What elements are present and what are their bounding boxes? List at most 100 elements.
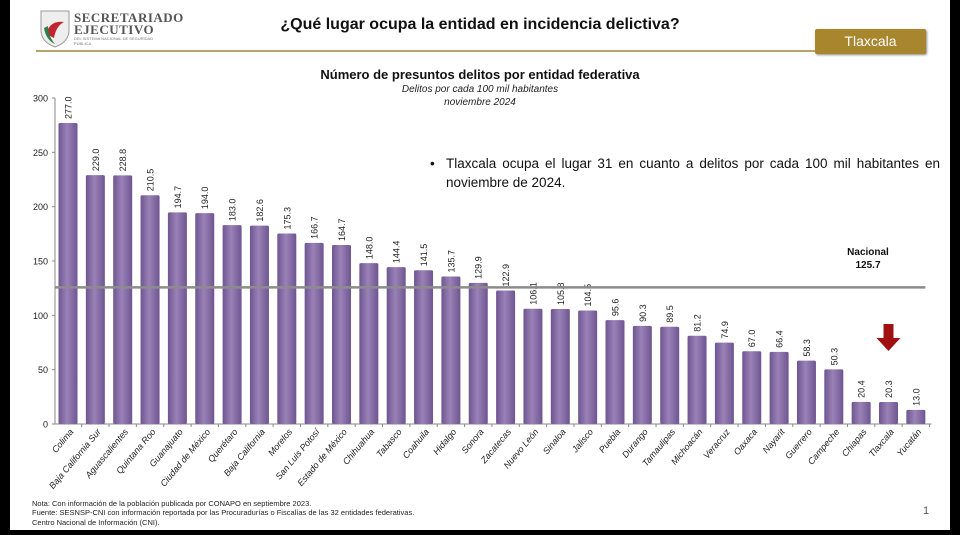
data-label: 210.5 (146, 169, 156, 192)
y-tick-label: 200 (33, 202, 48, 212)
highlight-arrow-icon (876, 323, 901, 351)
bar-Jalisco (578, 310, 598, 424)
category-label: Oaxaca (732, 427, 760, 457)
bar-Zacatecas (496, 290, 516, 424)
logo: SECRETARIADO EJECUTIVO DEL SISTEMA NACIO… (38, 8, 188, 48)
data-label: 175.3 (282, 207, 292, 230)
data-label: 183.0 (228, 199, 238, 222)
bar-Estado de México (332, 245, 351, 424)
data-label: 50.3 (829, 348, 839, 366)
category-label: Colima (50, 427, 76, 455)
bar-Yucatán (906, 409, 926, 424)
data-label: 194.7 (173, 186, 183, 209)
category-label: Chiapas (840, 426, 869, 458)
bar-Aguascalientes (113, 175, 133, 424)
category-label: Hidalgo (431, 427, 458, 457)
category-label: Ciudad de México (158, 427, 212, 489)
bar-Ciudad de México (195, 213, 215, 424)
data-label: 144.4 (392, 241, 402, 264)
data-label: 67.0 (747, 330, 757, 348)
bar-Hidalgo (441, 276, 461, 424)
bar-Nayarit (769, 351, 789, 424)
data-label: 90.3 (638, 304, 648, 322)
bar-Nuevo León (523, 308, 543, 424)
data-label: 194.0 (200, 187, 210, 210)
page-title: ¿Qué lugar ocupa la entidad en incidenci… (280, 16, 680, 33)
y-tick-label: 250 (33, 148, 48, 158)
bar-Durango (632, 325, 652, 424)
data-label: 135.7 (446, 250, 456, 273)
category-label: Sinaloa (541, 427, 568, 456)
chart-title: Número de presuntos delitos por entidad … (320, 67, 640, 82)
bar-Coahuila (414, 270, 434, 424)
bar-Michoacán (687, 335, 707, 424)
source-text: Fuente: SESNSP-CNI con información repor… (32, 508, 415, 517)
note-text: Nota: Con información de la población pu… (32, 499, 312, 508)
data-label: 66.4 (775, 330, 785, 348)
data-label: 141.5 (419, 244, 429, 267)
reference-line-label: Nacional (847, 247, 889, 258)
y-tick-label: 150 (33, 257, 48, 267)
bar-Campeche (824, 369, 844, 424)
data-label: 277.0 (64, 96, 74, 119)
category-label: Nayarit (761, 426, 787, 455)
category-label: Tlaxcala (867, 427, 896, 459)
callout-text: Tlaxcala ocupa el lugar 31 en cuanto a d… (430, 154, 940, 192)
data-label: 122.9 (501, 264, 511, 287)
bar-Guanajuato (167, 212, 187, 424)
data-label: 20.3 (884, 380, 894, 398)
data-label: 129.9 (474, 256, 484, 279)
data-label: 182.6 (255, 199, 265, 222)
category-label: Jalisco (569, 427, 595, 455)
reference-line-value: 125.7 (855, 260, 880, 271)
bar-Quintana Roo (140, 195, 160, 424)
bar-Colima (58, 122, 78, 424)
bar-Querétaro (222, 225, 242, 424)
bar-Chiapas (851, 401, 871, 424)
bar-Baja California (249, 225, 269, 424)
credit-text: Centro Nacional de Información (CNI). (32, 518, 160, 527)
slide: SECRETARIADO EJECUTIVO DEL SISTEMA NACIO… (10, 0, 950, 530)
data-label: 58.3 (802, 339, 812, 357)
entity-badge: Tlaxcala (815, 29, 926, 54)
bar-Baja California Sur (85, 175, 105, 424)
bar-Sonora (468, 282, 488, 424)
data-label: 89.5 (665, 305, 675, 323)
page-number: 1 (923, 505, 930, 517)
data-label: 164.7 (337, 218, 347, 241)
bar-Tabasco (386, 267, 406, 424)
data-label: 95.6 (611, 299, 621, 317)
data-label: 229.0 (91, 149, 101, 172)
bar-Tlaxcala (879, 401, 898, 424)
data-label: 228.8 (118, 149, 128, 172)
category-label: Puebla (597, 427, 623, 455)
bar-Sinaloa (550, 309, 570, 424)
category-label: Yucatán (895, 427, 924, 458)
data-label: 81.2 (693, 314, 703, 332)
chart-subtitle: Delitos por cada 100 mil habitantes (401, 84, 559, 95)
data-label: 13.0 (911, 388, 921, 406)
data-label: 105.8 (556, 282, 566, 305)
data-label: 20.4 (857, 380, 867, 398)
bar-Oaxaca (742, 351, 762, 424)
category-label: Veracruz (701, 426, 732, 460)
data-label: 166.7 (310, 216, 320, 239)
bar-Chihuahua (359, 263, 379, 424)
y-tick-label: 0 (43, 420, 48, 430)
bar-Puebla (605, 320, 625, 424)
category-label: Morelos (266, 426, 295, 457)
data-label: 106.1 (528, 282, 538, 305)
chart-period: noviembre 2024 (444, 97, 516, 108)
data-label: 74.9 (720, 321, 730, 339)
category-label: Estado de México (295, 427, 349, 488)
category-label: Sonora (459, 427, 485, 456)
y-tick-label: 50 (38, 365, 48, 375)
data-label: 104.5 (583, 284, 593, 307)
y-tick-label: 100 (33, 311, 48, 321)
y-tick-label: 300 (33, 94, 48, 104)
category-label: Coahuila (401, 427, 431, 461)
bar-Veracruz (714, 342, 734, 424)
bar-Morelos (277, 233, 297, 424)
bar-Tamaulipas (660, 326, 680, 424)
